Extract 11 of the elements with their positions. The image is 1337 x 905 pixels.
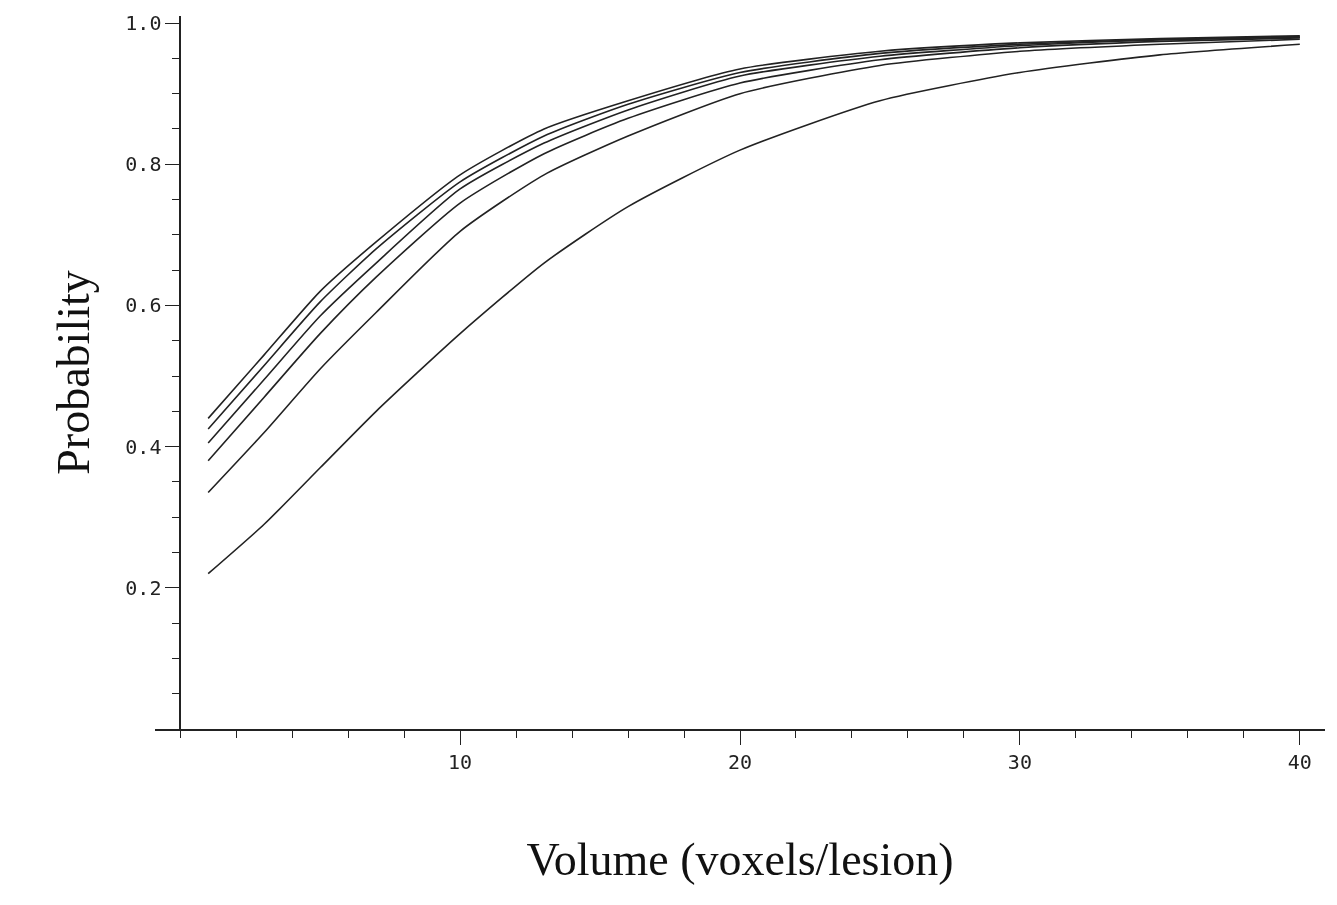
y-tick-label: 0.2 — [125, 575, 162, 600]
x-axis-title: Volume (voxels/lesion) — [526, 833, 954, 885]
x-tick-label: 30 — [1007, 749, 1032, 774]
y-tick-label: 0.8 — [125, 152, 162, 177]
x-tick-label: 20 — [727, 749, 753, 774]
y-axis-title: Probability — [48, 270, 100, 475]
x-tick-label: 10 — [448, 749, 473, 774]
x-tick-label: 40 — [1287, 749, 1312, 774]
y-tick-label: 0.6 — [125, 293, 162, 318]
y-tick-label: 1.0 — [125, 11, 162, 36]
y-tick-label: 0.4 — [125, 434, 162, 459]
